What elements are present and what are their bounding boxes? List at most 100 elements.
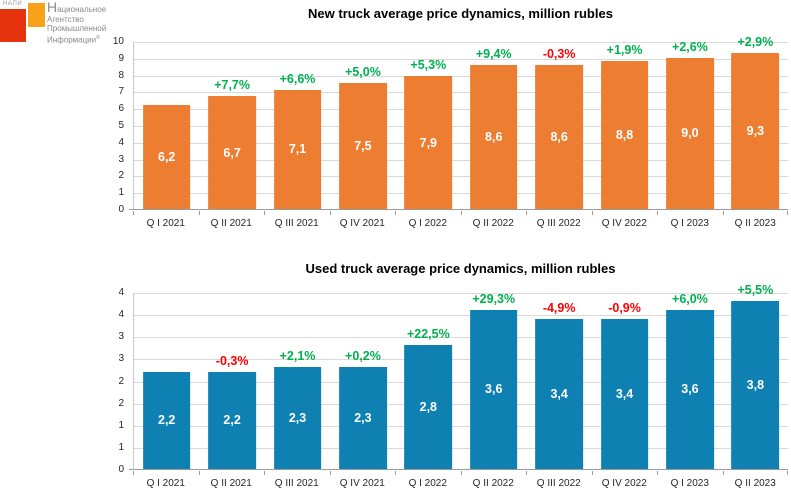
logo-line-1: Национальное (47, 0, 107, 15)
gridline (134, 75, 788, 77)
y-axis-tick-label: 3 (118, 331, 124, 343)
gridline (134, 337, 788, 339)
bar: 3,4 (535, 318, 584, 469)
y-axis-tick-label: 6 (118, 103, 124, 115)
gridline (134, 447, 788, 449)
y-axis-tick-label: 4 (118, 309, 124, 321)
pct-change-label: +9,4% (475, 46, 512, 61)
category-slot: 2,3 +2,1% (265, 293, 330, 469)
bar: 7,9 (404, 76, 453, 209)
bar-value-label: 7,9 (419, 135, 438, 150)
x-axis-tick (526, 471, 527, 475)
chart1-plot-area: 6,2 6,7 +7,7% 7,1 +6,6% 7,5 +5,0% 7,9 +5,3% 8,6 +9… (129, 35, 788, 210)
bar-value-label: 2,8 (419, 400, 438, 415)
gridline (134, 403, 788, 405)
x-axis-tick (198, 471, 200, 475)
y-axis-zero-tick (129, 469, 134, 470)
bar-value-label: 8,6 (485, 129, 503, 144)
category-slot: 6,2 (134, 42, 199, 209)
x-axis-tick (395, 211, 396, 215)
bar-value-label: 9,0 (681, 126, 699, 141)
pct-change-label: +6,0% (672, 291, 708, 306)
bar: 2,8 (404, 345, 453, 469)
pct-change-label: +0,2% (345, 349, 381, 364)
category-slot: 3,4 -0,9% (592, 293, 657, 469)
bar: 3,4 (600, 318, 649, 469)
pct-change-label: +2,6% (672, 39, 708, 54)
pct-change-label: +5,5% (737, 282, 774, 297)
y-axis-tick-label: 4 (118, 136, 124, 148)
category-slot: 6,7 +7,7% (199, 42, 264, 209)
logo-company-name: Национальное Агентство Промышленной Инфо… (47, 0, 107, 45)
y-axis-tick-label: 1 (118, 419, 124, 431)
x-axis-tick (460, 471, 462, 475)
pct-change-label: -4,9% (542, 300, 576, 315)
x-axis-tick (591, 471, 593, 475)
pct-change-label: -0,3% (542, 46, 576, 61)
logo-initial-letter: Н (47, 0, 58, 15)
x-axis-tick (460, 211, 462, 215)
x-axis-tick-label: Q III 2022 (536, 478, 581, 489)
x-axis-tick-label: Q III 2021 (274, 478, 319, 489)
pct-change-label: -0,3% (215, 353, 249, 368)
logo-line-4: Информации® (47, 34, 100, 45)
x-axis-tick-label: Q IV 2021 (339, 478, 385, 489)
bar-value-label: 3,4 (615, 386, 634, 401)
category-slot: 3,6 +29,3% (461, 292, 526, 469)
x-axis-tick-label: Q I 2021 (146, 218, 185, 229)
x-axis-tick-label: Q I 2022 (408, 218, 447, 229)
bar: 2,3 (339, 367, 387, 469)
chart2-plot-area: 2,2 2,2 -0,3% 2,3 +2,1% 2,3 +0,2% 2,8 +22,5% 3,6 +… (129, 283, 788, 470)
bar: 3,8 (731, 300, 780, 469)
gridline (134, 109, 788, 111)
category-slot: 3,4 -4,9% (526, 293, 591, 469)
category-slot: 7,1 +6,6% (265, 42, 330, 209)
bar-value-label: 6,2 (158, 149, 176, 164)
y-axis-tick-label: 1 (118, 441, 124, 453)
bar-value-label: 3,8 (746, 377, 765, 392)
chart2-used-trucks: 4 4 3 3 2 2 1 1 0 2,2 2,2 -0,3% 2,3 +2,1% 2,3 +0,2% 2,8… (0, 283, 791, 475)
gridline (134, 315, 788, 317)
gridline (134, 42, 788, 43)
gridline (134, 293, 788, 294)
gridline (134, 126, 788, 127)
y-axis-tick-label: 3 (118, 153, 124, 165)
bar-value-label: 3,6 (485, 382, 503, 397)
bar-value-label: 2,3 (288, 411, 307, 426)
gridline (134, 142, 788, 144)
x-axis-tick (722, 211, 724, 215)
x-axis-tick (591, 211, 593, 215)
bar: 2,2 (142, 371, 191, 469)
pct-change-label: +1,9% (606, 43, 643, 58)
bar-value-label: 8,6 (550, 129, 568, 144)
pct-change-label: -0,9% (608, 300, 641, 315)
pct-change-label: +5,0% (345, 65, 381, 79)
bars-container: 6,2 6,7 +7,7% 7,1 +6,6% 7,5 +5,0% 7,9 +5,3% 8,6 +9… (134, 35, 788, 209)
x-axis-labels: Q I 2021 Q II 2021 Q III 2021 Q IV 2021 Q I … (133, 215, 788, 229)
bar: 8,8 (600, 61, 649, 209)
x-axis-tick-label: Q I 2023 (670, 218, 709, 229)
x-axis-tick-label: Q I 2022 (408, 478, 447, 489)
category-slot: 2,8 +22,5% (396, 293, 461, 469)
category-slot: 8,6 -0,3% (526, 42, 591, 209)
x-axis-tick-label: Q II 2023 (734, 478, 776, 489)
category-slot: 3,6 +6,0% (657, 292, 722, 469)
bar: 3,6 (666, 309, 714, 469)
chart2-x-axis: Q I 2021 Q II 2021 Q III 2021 Q IV 2021 Q I … (133, 471, 788, 489)
bar: 3,6 (469, 309, 518, 469)
y-axis-tick-label: 0 (118, 204, 124, 215)
x-axis-tick (722, 471, 724, 475)
bar: 2,2 (208, 371, 256, 469)
y-axis-tick-label: 5 (118, 120, 124, 131)
logo-acronym-text: НАПИ (3, 1, 23, 7)
x-axis-tick (657, 211, 658, 215)
x-axis-tick-label: Q I 2021 (146, 478, 185, 489)
gridline (134, 159, 788, 161)
y-axis-tick-label: 2 (118, 375, 124, 387)
logo-line-2: Агентство (47, 14, 84, 24)
chart2-title: Used truck average price dynamics, milli… (305, 261, 616, 276)
gridline (134, 381, 788, 383)
bar: 7,1 (273, 89, 322, 209)
x-axis-tick (657, 471, 658, 475)
